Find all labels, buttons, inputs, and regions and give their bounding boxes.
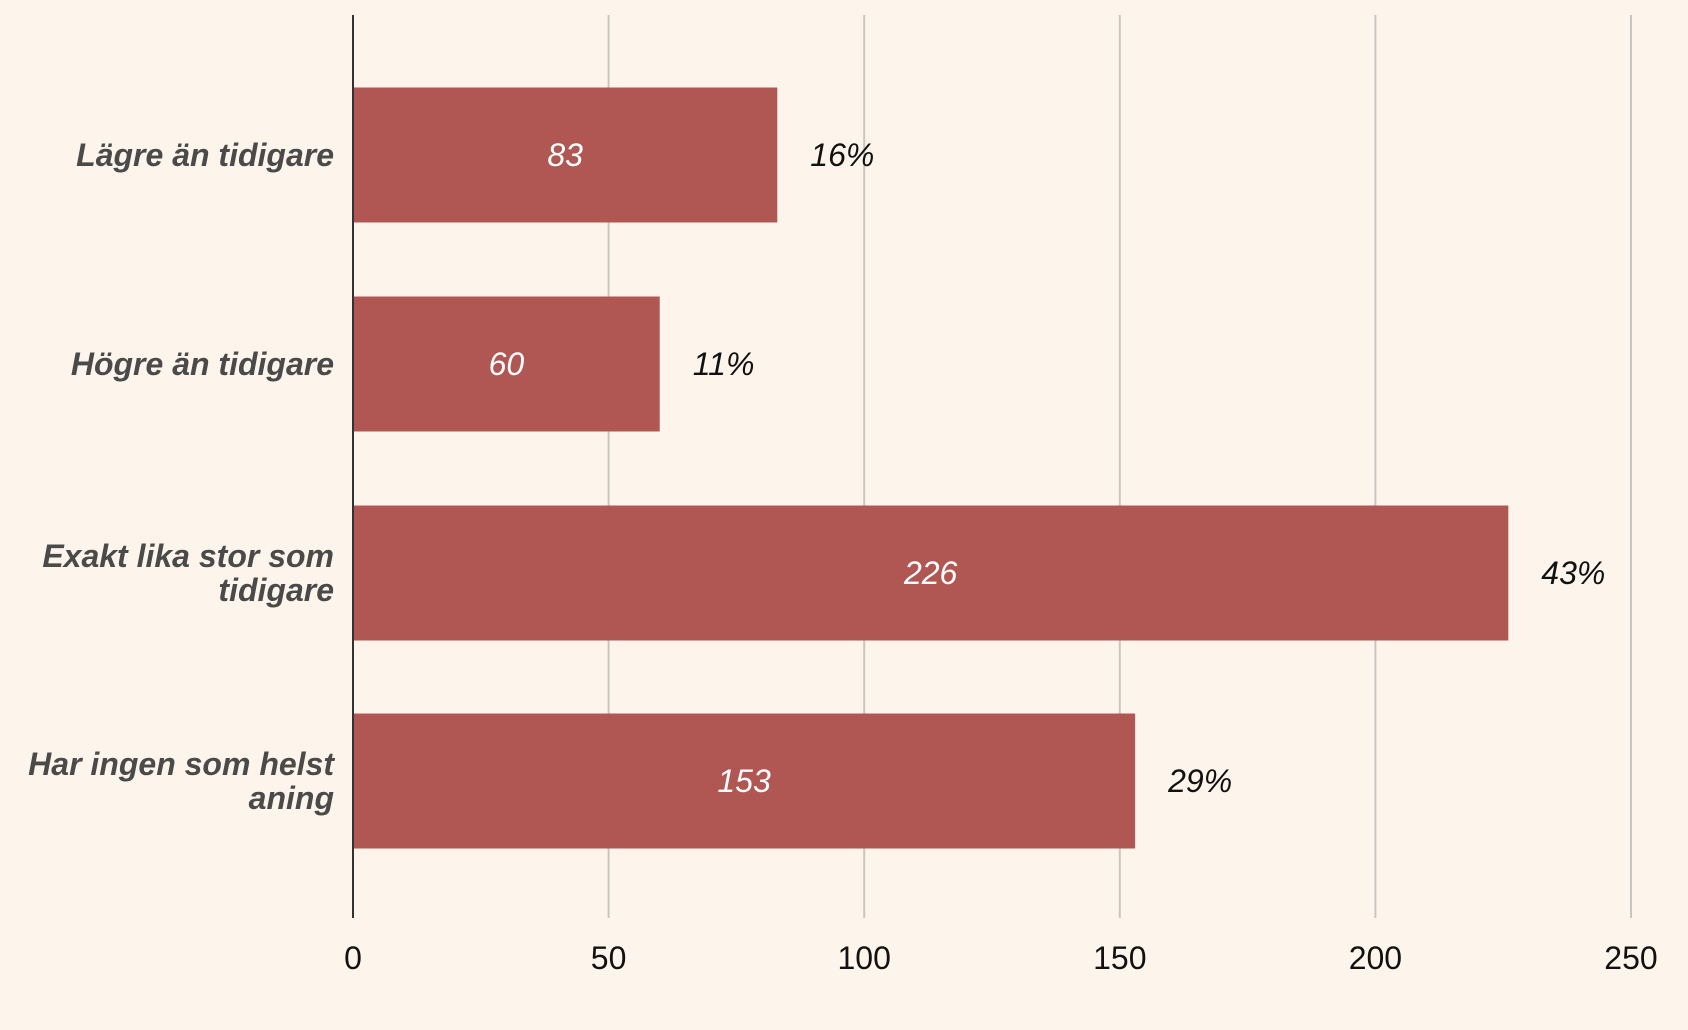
category-labels: Lägre än tidigare Högre än tidigare Exakt … [28, 137, 335, 816]
value-label-3: 226 [903, 555, 958, 591]
percent-label-3: 43% [1541, 555, 1605, 591]
x-tick-label-150: 150 [1093, 940, 1146, 976]
bar-2 [353, 296, 660, 432]
category-label-line: Har ingen som helst [28, 746, 335, 782]
bar-4 [353, 713, 1136, 849]
category-label-line: Exakt lika stor som [42, 538, 334, 574]
category-label-line: Högre än tidigare [71, 346, 334, 382]
category-label-3: Exakt lika stor som tidigare [42, 538, 334, 608]
percent-label-2: 11% [693, 346, 755, 382]
category-label-4: Har ingen som helst aning [28, 746, 335, 816]
percent-label-1: 16% [810, 137, 874, 173]
category-label-line: tidigare [218, 572, 334, 608]
value-label-2: 60 [489, 346, 525, 382]
x-tick-label-200: 200 [1349, 940, 1402, 976]
bars [353, 87, 1509, 849]
x-tick-label-0: 0 [344, 940, 362, 976]
x-tick-label-250: 250 [1604, 940, 1657, 976]
x-tick-label-100: 100 [838, 940, 891, 976]
category-label-line: Lägre än tidigare [76, 137, 334, 173]
value-label-4: 153 [717, 763, 771, 799]
x-axis-tick-labels: 0 50 100 150 200 250 [344, 940, 1658, 976]
bar-3 [353, 505, 1509, 641]
bar-1 [353, 87, 778, 223]
data-labels: 83 16% 60 11% 226 43% 153 29% [489, 137, 1606, 799]
category-label-line: aning [249, 780, 334, 816]
category-label-2: Högre än tidigare [71, 346, 334, 382]
category-label-1: Lägre än tidigare [76, 137, 334, 173]
x-tick-label-50: 50 [591, 940, 627, 976]
value-label-1: 83 [547, 137, 583, 173]
percent-label-4: 29% [1167, 763, 1232, 799]
